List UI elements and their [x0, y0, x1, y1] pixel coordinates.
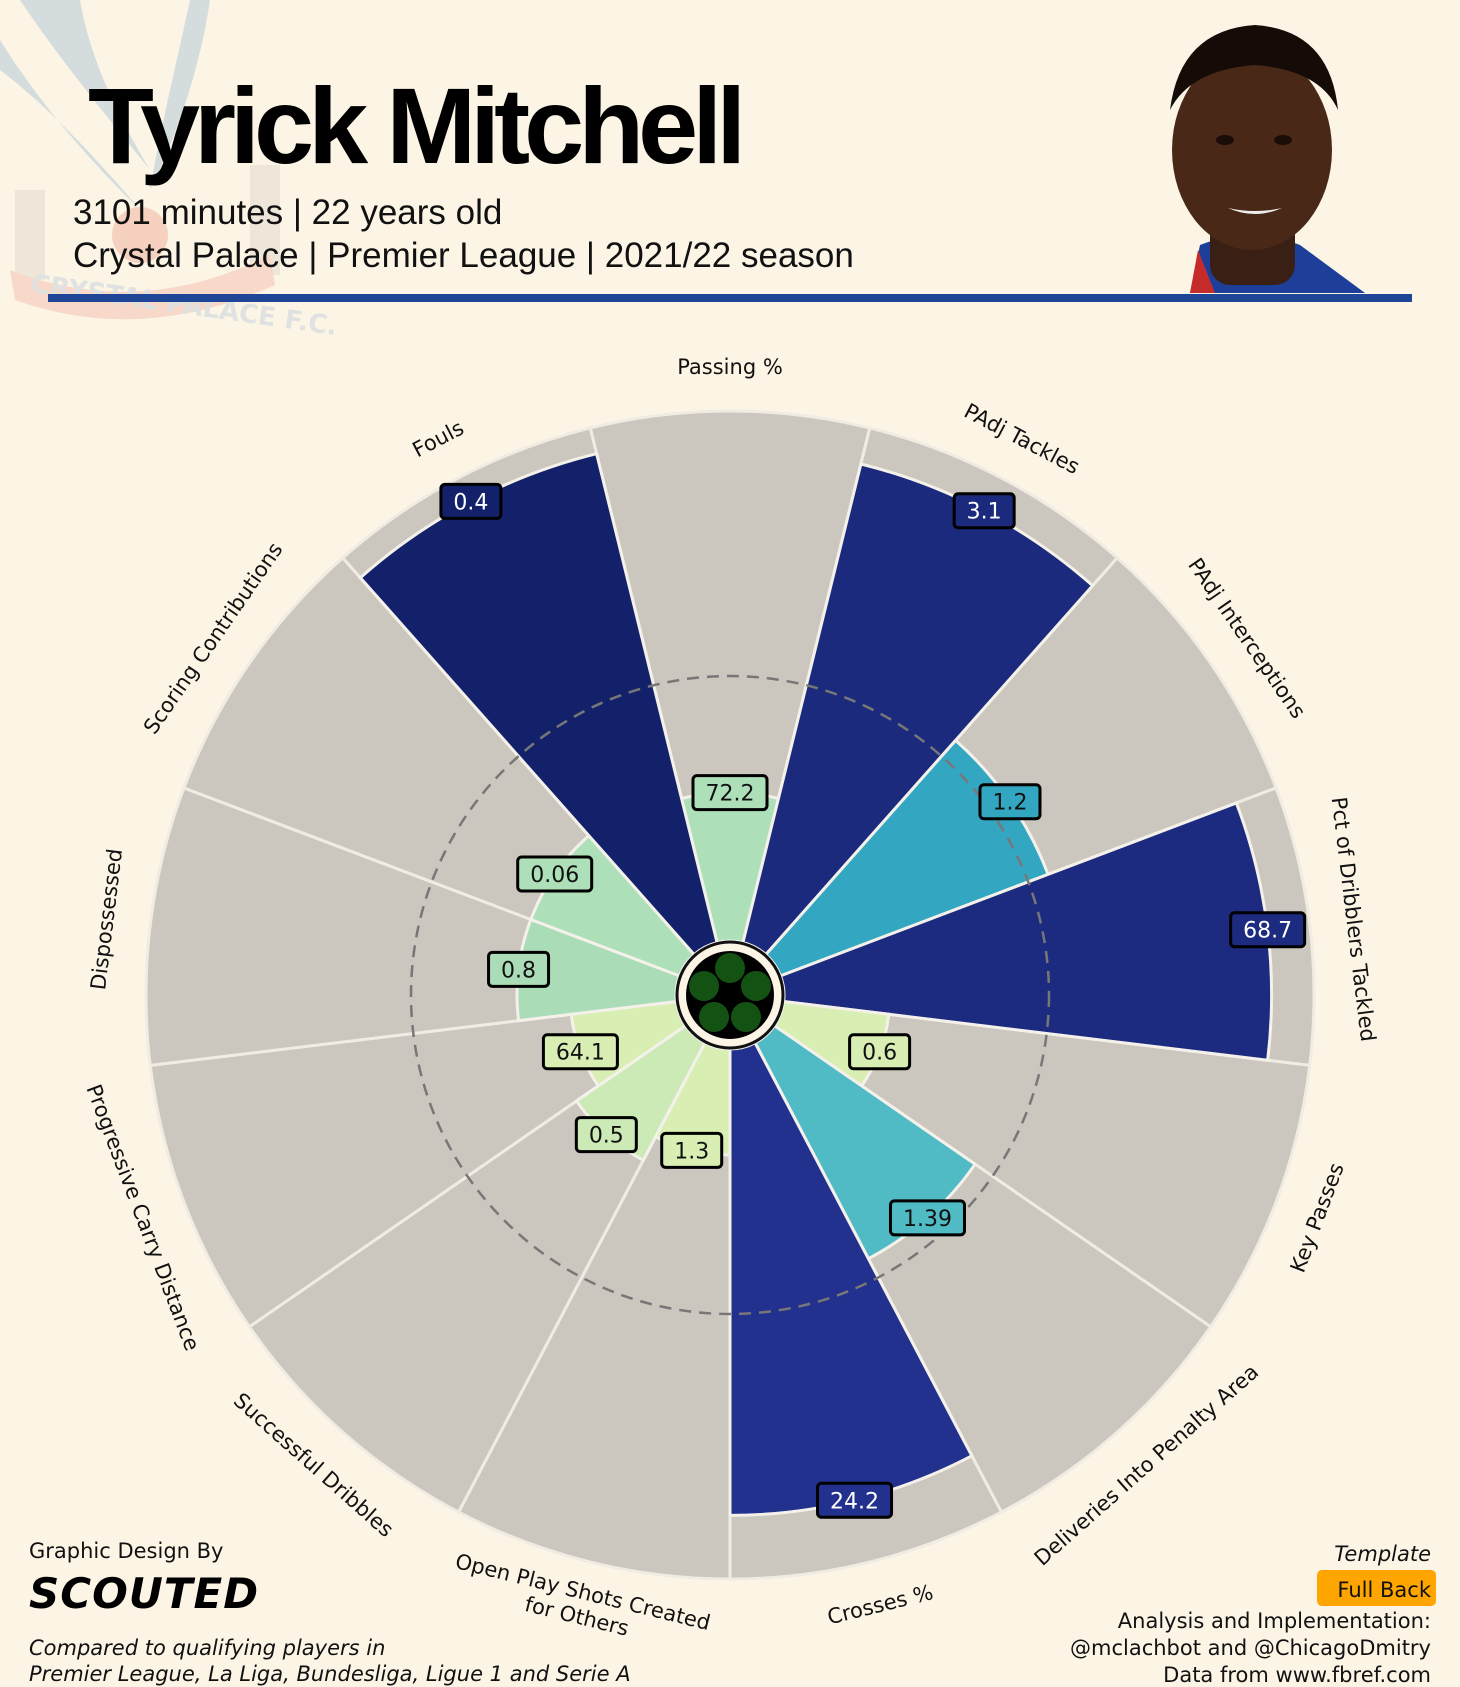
- player-minutes-age: 3101 minutes | 22 years old: [73, 193, 502, 232]
- param-label-line: Crosses %: [825, 1580, 936, 1629]
- value-label: 0.6: [862, 1041, 897, 1066]
- param-label: Pct of Dribblers Tackled: [1327, 796, 1381, 1043]
- value-label: 1.2: [992, 791, 1027, 816]
- player-name-title: Tyrick Mitchell: [88, 65, 740, 186]
- analysis-authors: @mclachbot and @ChicagoDmitry: [1070, 1636, 1431, 1660]
- value-label-box: [516, 855, 594, 893]
- comparison-note-line1: Compared to qualifying players in: [29, 1636, 385, 1660]
- scouted-logo: SCOUTED: [29, 1569, 259, 1618]
- template-label: Template: [1334, 1542, 1431, 1566]
- template-badge: [1317, 1570, 1436, 1606]
- value-label-box: [660, 1131, 724, 1169]
- value-label-box: [439, 482, 503, 520]
- design-credit-label: Graphic Design By: [29, 1539, 224, 1563]
- value-label: 24.2: [830, 1489, 879, 1514]
- value-label: 68.7: [1243, 919, 1292, 944]
- param-label: Crosses %: [825, 1580, 936, 1629]
- value-label-box: [541, 1033, 619, 1071]
- value-label-box: [888, 1199, 966, 1237]
- value-label: 1.3: [674, 1139, 709, 1164]
- value-label: 3.1: [967, 500, 1002, 525]
- value-label: 64.1: [556, 1041, 605, 1066]
- value-label: 0.4: [453, 490, 488, 515]
- player-photo: [1170, 25, 1365, 293]
- soccer-ball-icon: [675, 940, 785, 1050]
- value-label: 0.06: [530, 863, 579, 888]
- param-label: Passing %: [677, 355, 783, 379]
- param-label: Dispossessed: [86, 847, 127, 991]
- header-divider: [48, 294, 1412, 302]
- value-label-box: [487, 950, 551, 988]
- value-label: 1.39: [903, 1207, 952, 1232]
- param-label-line: Pct of Dribblers Tackled: [1327, 796, 1381, 1043]
- param-label-line: Dispossessed: [86, 847, 127, 991]
- param-label-line: Passing %: [677, 355, 783, 379]
- value-label: 0.8: [501, 958, 536, 983]
- template-value: Full Back: [1337, 1578, 1431, 1602]
- value-label-box: [952, 492, 1016, 530]
- param-label-line: Fouls: [409, 416, 468, 462]
- player-club-league-season: Crystal Palace | Premier League | 2021/2…: [73, 236, 854, 275]
- value-label-box: [978, 783, 1042, 821]
- param-label-line: Key Passes: [1286, 1160, 1349, 1276]
- value-label-box: [574, 1116, 638, 1154]
- value-label-box: [816, 1481, 894, 1519]
- value-label-box: [1229, 911, 1307, 949]
- comparison-note-line2: Premier League, La Liga, Bundesliga, Lig…: [29, 1662, 631, 1686]
- analysis-label: Analysis and Implementation:: [1118, 1609, 1431, 1633]
- value-label-box: [848, 1033, 912, 1071]
- param-label: Key Passes: [1286, 1160, 1349, 1276]
- value-label: 0.5: [589, 1124, 624, 1149]
- param-label: Fouls: [409, 416, 468, 462]
- value-label-box: [691, 774, 769, 812]
- data-source: Data from www.fbref.com: [1163, 1663, 1431, 1687]
- percentile-50-reference-ring: [409, 674, 1051, 1316]
- value-label: 72.2: [706, 782, 755, 807]
